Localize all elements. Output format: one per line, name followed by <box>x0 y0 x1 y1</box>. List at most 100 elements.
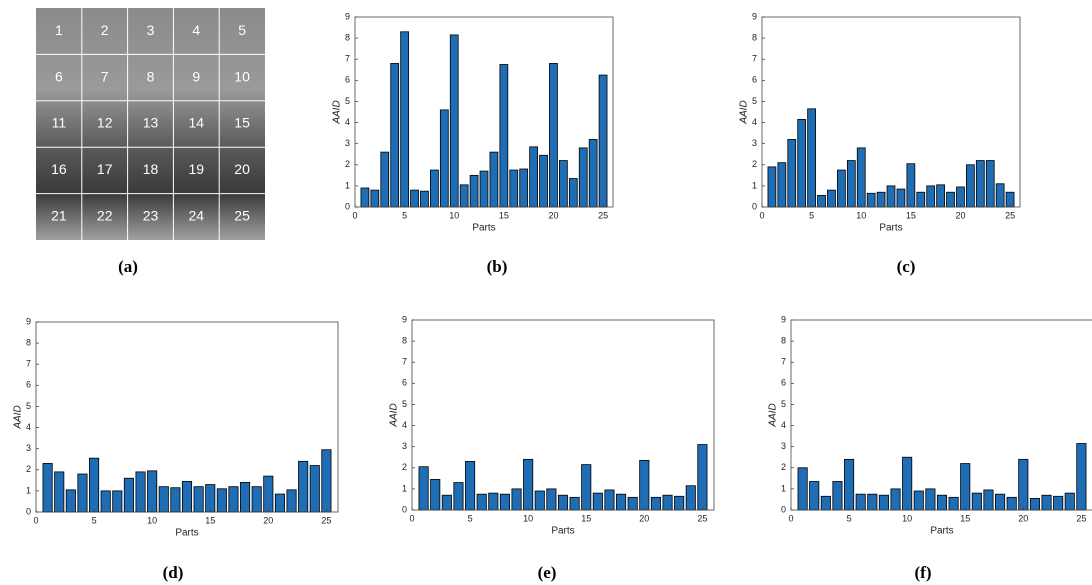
y-tick-label: 7 <box>752 54 757 64</box>
x-tick-label: 20 <box>263 515 273 525</box>
bar <box>158 486 169 513</box>
x-tick-label: 5 <box>468 513 473 523</box>
bar <box>100 490 111 513</box>
bar <box>1018 458 1029 511</box>
y-tick-label: 6 <box>752 75 757 85</box>
bar <box>916 191 926 208</box>
bar <box>604 489 615 511</box>
x-tick-label: 15 <box>581 513 591 523</box>
x-tick-label: 10 <box>523 513 533 523</box>
y-tick-label: 8 <box>752 32 757 42</box>
y-tick-label: 6 <box>26 380 31 390</box>
x-tick-label: 25 <box>598 210 608 220</box>
cell-label: 21 <box>51 208 67 224</box>
bar <box>777 162 787 208</box>
bar <box>469 174 479 208</box>
bar <box>797 118 807 208</box>
bar <box>983 489 994 511</box>
plot-frame <box>354 16 614 208</box>
bar <box>534 490 545 511</box>
y-tick-label: 1 <box>402 483 407 493</box>
cell-label: 2 <box>101 22 109 38</box>
x-tick-label: 5 <box>92 515 97 525</box>
y-tick-label: 9 <box>402 314 407 324</box>
cell-label: 20 <box>234 161 250 177</box>
bar <box>832 481 843 511</box>
plot-frame <box>35 321 339 513</box>
y-tick-label: 9 <box>752 11 757 21</box>
bar <box>559 160 568 208</box>
bar <box>546 488 557 511</box>
x-tick-label: 5 <box>809 210 814 220</box>
bar <box>896 188 906 208</box>
bar <box>240 482 251 513</box>
y-tick-label: 8 <box>345 32 350 42</box>
bar <box>616 493 627 511</box>
bar <box>321 449 332 513</box>
cell-label: 4 <box>192 22 200 38</box>
x-tick-label: 15 <box>906 210 916 220</box>
x-tick-label: 10 <box>147 515 157 525</box>
bar <box>827 189 836 208</box>
cell-label: 25 <box>234 208 250 224</box>
y-tick-label: 3 <box>26 443 31 453</box>
y-tick-label: 5 <box>752 96 757 106</box>
y-tick-label: 7 <box>402 357 407 367</box>
cell-label: 15 <box>234 115 250 131</box>
bar <box>650 496 661 511</box>
plot-frame <box>790 319 1092 511</box>
bar <box>65 489 76 513</box>
bar <box>360 187 370 208</box>
x-tick-label: 10 <box>902 513 912 523</box>
y-tick-label: 8 <box>781 335 786 345</box>
x-tick-label: 0 <box>759 210 764 220</box>
bar <box>181 480 193 513</box>
y-tick-label: 3 <box>345 138 350 148</box>
bar <box>263 475 274 513</box>
y-tick-label: 4 <box>402 420 407 430</box>
y-tick-label: 9 <box>26 316 31 326</box>
bar <box>216 488 227 513</box>
y-tick-label: 7 <box>345 54 350 64</box>
bar <box>449 34 459 208</box>
bar <box>948 496 959 511</box>
bar <box>855 493 866 511</box>
cell-label: 18 <box>143 161 159 177</box>
bar <box>441 494 452 511</box>
bar <box>1064 492 1075 511</box>
bar <box>598 74 608 208</box>
cell-label: 19 <box>189 161 205 177</box>
x-tick-label: 25 <box>697 513 707 523</box>
bar <box>370 189 380 208</box>
bar <box>400 31 409 208</box>
bar <box>767 166 777 208</box>
bar <box>592 492 603 511</box>
cell-label: 11 <box>52 115 67 131</box>
cell-label: 24 <box>189 208 205 224</box>
y-tick-label: 1 <box>752 180 757 190</box>
bar <box>878 494 889 511</box>
x-tick-label: 15 <box>499 210 509 220</box>
y-tick-label: 9 <box>345 11 350 21</box>
bar <box>112 490 123 513</box>
cell-label: 17 <box>97 161 113 177</box>
bar <box>966 164 975 208</box>
bar <box>410 189 419 208</box>
bar <box>578 147 588 208</box>
bar <box>1053 495 1064 511</box>
y-tick-label: 2 <box>345 159 350 169</box>
y-tick-label: 9 <box>781 314 786 324</box>
y-tick-label: 4 <box>781 420 786 430</box>
bar <box>557 494 569 511</box>
bar <box>509 169 519 208</box>
bar <box>549 63 558 208</box>
bar <box>170 487 181 513</box>
bar <box>588 139 598 208</box>
x-axis-label: Parts <box>930 526 953 537</box>
plot-frame <box>761 16 1021 208</box>
cell-label: 23 <box>143 208 159 224</box>
bar <box>867 493 878 511</box>
y-tick-label: 5 <box>26 401 31 411</box>
x-tick-label: 0 <box>409 513 414 523</box>
cell-label: 9 <box>192 68 200 84</box>
